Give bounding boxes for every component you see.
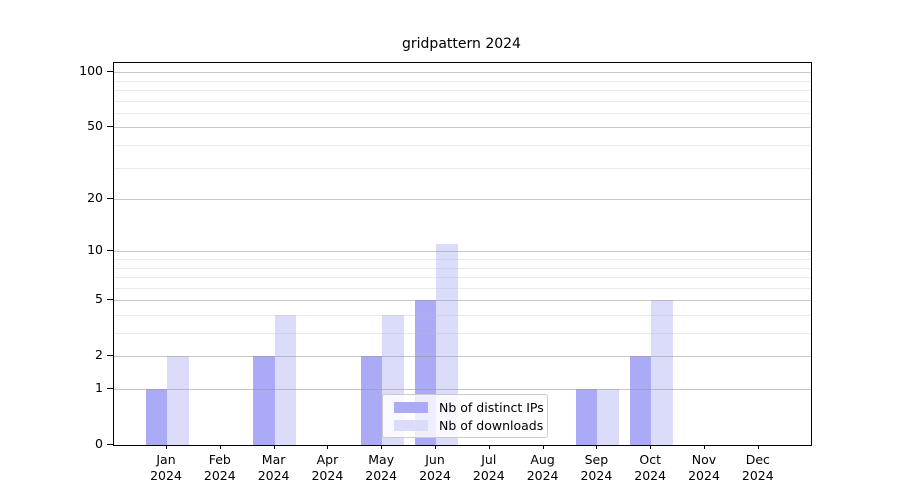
- x-tick-mark: [273, 445, 275, 449]
- gridline-major: [114, 127, 811, 129]
- y-tick-label: 20: [87, 190, 103, 206]
- y-tick-label: 0: [95, 436, 103, 451]
- gridline-minor: [114, 333, 811, 335]
- y-tick-label: 50: [87, 118, 103, 134]
- gridline-major: [114, 389, 811, 390]
- x-tick-label: Oct 2024: [634, 452, 667, 483]
- gridline-major: [114, 300, 811, 302]
- bar-nb-of-downloads: [274, 314, 297, 445]
- x-tick-label: Feb 2024: [203, 452, 236, 483]
- x-tick-mark: [219, 445, 221, 449]
- gridline-minor: [114, 314, 811, 316]
- bar-nb-of-downloads: [651, 300, 673, 445]
- x-tick-label: Nov 2024: [688, 452, 720, 483]
- y-tick-mark: [107, 250, 113, 252]
- gridline-major: [114, 251, 811, 253]
- legend: Nb of distinct IPs Nb of downloads: [382, 394, 548, 438]
- x-tick-label: Mar 2024: [257, 452, 290, 483]
- x-tick-label: Aug 2024: [526, 452, 559, 483]
- bar-nb-of-distinct-ips: [360, 356, 383, 445]
- gridline-minor: [114, 167, 811, 169]
- y-tick-label: 10: [87, 242, 103, 258]
- gridline-minor: [114, 267, 811, 269]
- gridline-major: [114, 199, 811, 201]
- bar-nb-of-distinct-ips: [145, 389, 167, 445]
- gridline-minor: [114, 90, 811, 92]
- x-tick-mark: [327, 445, 329, 449]
- x-tick-mark: [757, 445, 759, 449]
- x-tick-mark: [596, 445, 598, 449]
- y-tick-mark: [107, 299, 113, 301]
- chart-title: gridpattern 2024: [402, 36, 521, 52]
- x-tick-label: Apr 2024: [311, 452, 344, 483]
- gridline-minor: [114, 145, 811, 147]
- y-tick-mark: [107, 198, 113, 200]
- gridline-minor: [114, 259, 811, 260]
- y-tick-label: 5: [95, 291, 103, 307]
- gridline-major: [114, 356, 811, 358]
- bar-nb-of-distinct-ips: [575, 389, 598, 445]
- legend-item: Nb of distinct IPs: [394, 400, 544, 415]
- y-tick-mark: [107, 71, 113, 73]
- x-tick-label: Jan 2024: [150, 452, 182, 483]
- legend-swatch: [394, 401, 428, 413]
- y-tick-mark: [107, 126, 113, 128]
- y-tick-label: 2: [95, 347, 103, 363]
- gridline-minor: [114, 277, 811, 279]
- y-tick-label: 1: [95, 380, 103, 395]
- legend-label: Nb of downloads: [439, 417, 544, 433]
- bar-nb-of-distinct-ips: [629, 356, 652, 445]
- x-tick-label: Jul 2024: [472, 452, 505, 483]
- gridline-minor: [114, 80, 811, 82]
- x-tick-mark: [542, 445, 544, 449]
- x-tick-label: Dec 2024: [741, 452, 774, 483]
- x-tick-mark: [488, 445, 490, 449]
- gridline-minor: [114, 112, 811, 114]
- gridline-major: [114, 72, 811, 74]
- x-tick-mark: [650, 445, 652, 449]
- bar-nb-of-downloads: [597, 389, 619, 445]
- plot-area: Nb of distinct IPs Nb of downloads: [113, 62, 812, 446]
- legend-swatch: [394, 419, 428, 431]
- legend-item: Nb of downloads: [394, 418, 543, 433]
- legend-label: Nb of distinct IPs: [439, 399, 544, 415]
- x-tick-mark: [435, 445, 436, 449]
- x-tick-label: May 2024: [365, 452, 398, 483]
- x-tick-label: Sep 2024: [580, 452, 613, 483]
- x-tick-mark: [166, 445, 167, 449]
- bar-nb-of-distinct-ips: [253, 356, 275, 445]
- bar-nb-of-downloads: [167, 356, 189, 445]
- y-tick-mark: [107, 355, 113, 357]
- y-tick-label: 100: [79, 63, 103, 79]
- y-tick-mark: [107, 444, 113, 445]
- gridline-minor: [114, 100, 811, 102]
- x-tick-mark: [381, 445, 383, 449]
- x-tick-mark: [704, 445, 705, 449]
- x-tick-label: Jun 2024: [419, 452, 451, 483]
- y-tick-mark: [107, 388, 113, 389]
- gridline-minor: [114, 287, 811, 289]
